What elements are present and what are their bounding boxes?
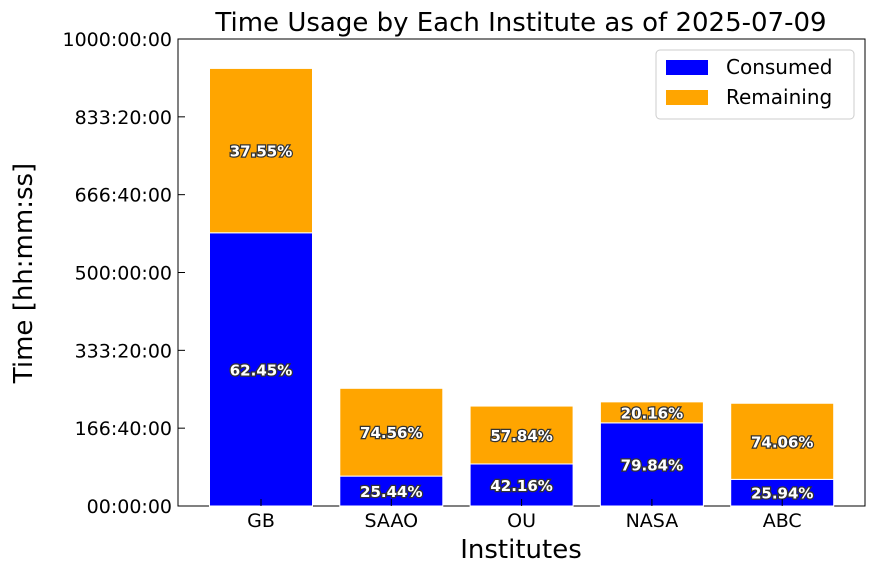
- bar-remaining: [339, 387, 444, 477]
- bar-label-consumed: 79.84%: [621, 456, 683, 474]
- y-tick-label: 166:40:00: [75, 418, 172, 440]
- bar-label-remaining: 74.56%: [360, 424, 422, 442]
- x-tick-label: NASA: [626, 510, 679, 532]
- y-axis-label: Time [hh:mm:ss]: [9, 163, 39, 384]
- bar-label-remaining: 20.16%: [621, 404, 683, 422]
- legend-label-consumed: Consumed: [726, 55, 832, 79]
- x-tick-label: OU: [507, 510, 536, 532]
- y-tick-label: 333:20:00: [75, 340, 172, 362]
- bar-label-consumed: 42.16%: [490, 477, 552, 495]
- chart-title: Time Usage by Each Institute as of 2025-…: [214, 8, 826, 38]
- bar-consumed: [599, 422, 704, 507]
- legend-swatch-remaining: [666, 90, 708, 105]
- x-tick-label: GB: [247, 510, 275, 532]
- x-tick-label: SAAO: [365, 510, 419, 532]
- bar-label-consumed: 62.45%: [230, 361, 292, 379]
- y-tick-label: 833:20:00: [75, 107, 172, 129]
- bar-remaining: [469, 405, 574, 465]
- plot-area: 00:00:00 166:40:00 333:20:00 500:00:00 666:4…: [62, 29, 866, 532]
- y-tick-label: 00:00:00: [87, 496, 172, 518]
- y-tick-label: 1000:00:00: [62, 29, 172, 51]
- bar-label-consumed: 25.44%: [360, 483, 422, 501]
- legend-label-remaining: Remaining: [726, 85, 832, 109]
- y-tick-label: 500:00:00: [75, 263, 172, 285]
- x-axis-label: Institutes: [460, 535, 582, 565]
- bar-consumed: [209, 232, 313, 507]
- legend: Consumed Remaining: [655, 49, 855, 120]
- legend-swatch-consumed: [666, 60, 708, 75]
- bar-label-remaining: 37.55%: [230, 143, 292, 161]
- bar-remaining: [730, 402, 835, 480]
- bar-label-remaining: 57.84%: [490, 427, 552, 445]
- bar-remaining: [209, 67, 313, 234]
- bar-label-consumed: 25.94%: [751, 485, 813, 503]
- x-tick-label: ABC: [763, 510, 802, 532]
- bar-label-remaining: 74.06%: [751, 433, 813, 451]
- y-tick-label: 666:40:00: [75, 185, 172, 207]
- bar-remaining: [599, 401, 704, 424]
